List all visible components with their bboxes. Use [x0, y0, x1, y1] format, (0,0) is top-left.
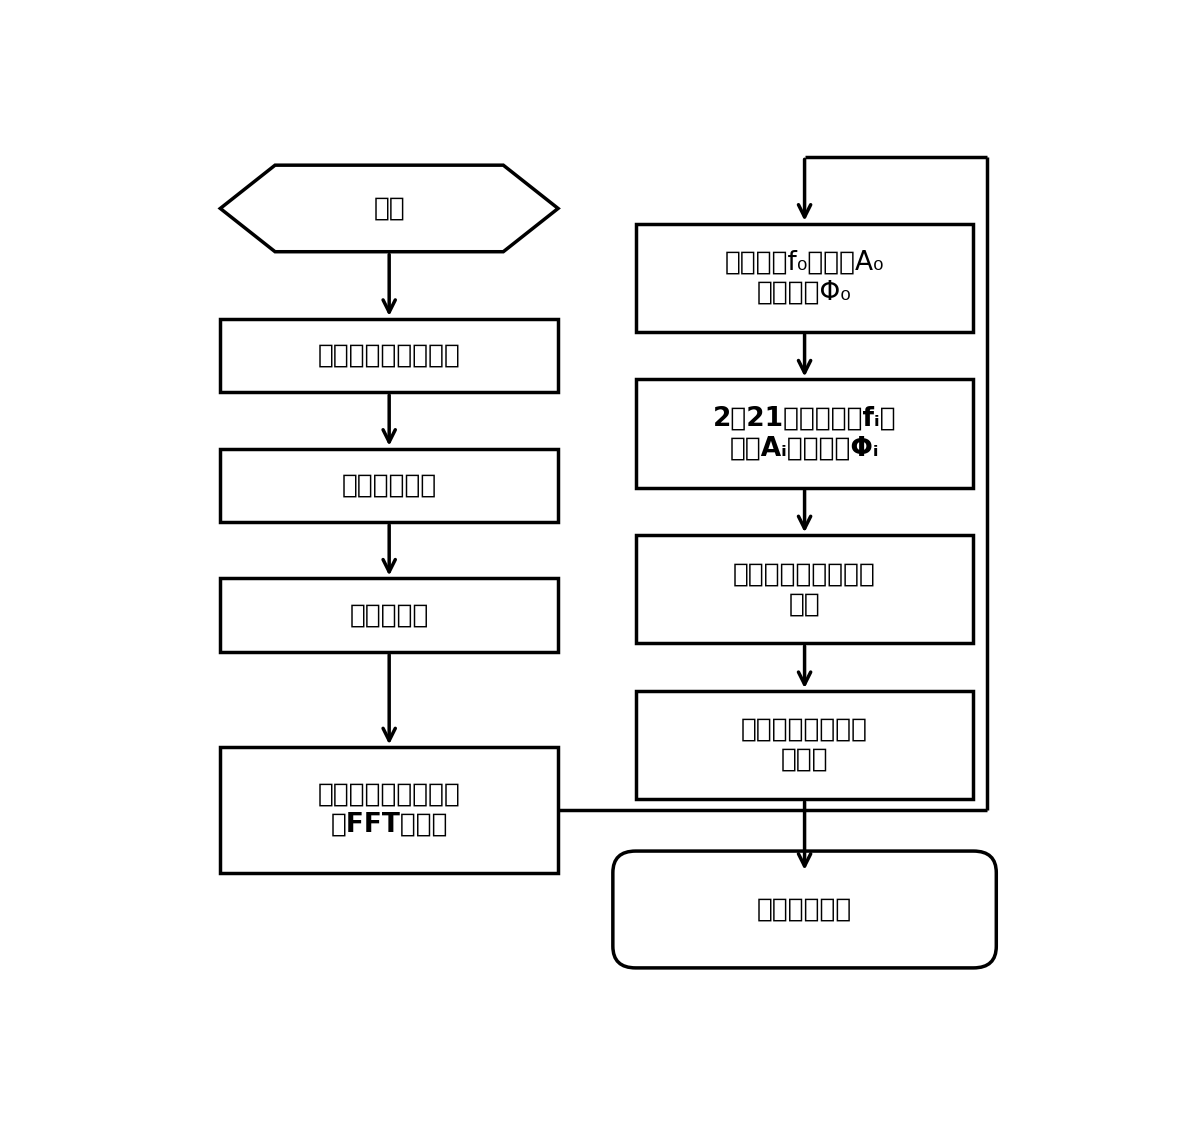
Bar	[636, 224, 973, 332]
Bar	[636, 380, 973, 488]
Bar	[220, 747, 558, 872]
Text: 谐波电能输出: 谐波电能输出	[757, 897, 852, 923]
Text: 基波频率f₀、幅值A₀
、初相位Φ₀: 基波频率f₀、幅值A₀ 、初相位Φ₀	[724, 250, 885, 306]
Bar	[220, 579, 558, 652]
Polygon shape	[220, 165, 558, 252]
Bar	[636, 535, 973, 643]
Text: 电压、电流总谐波
畸变率: 电压、电流总谐波 畸变率	[741, 717, 868, 773]
Text: 插值快速傅里叶变换
（FFT）运算: 插值快速傅里叶变换 （FFT）运算	[318, 782, 461, 839]
Text: 低通数字滤波: 低通数字滤波	[342, 472, 437, 498]
Bar	[220, 448, 558, 523]
Text: 谐波有功、无功电能
计算: 谐波有功、无功电能 计算	[733, 561, 876, 617]
Bar	[220, 319, 558, 392]
FancyBboxPatch shape	[613, 851, 997, 968]
Text: 信号采样（离散化）: 信号采样（离散化）	[318, 343, 461, 369]
Text: 2～21次谐波频率fᵢ、
幅值Aᵢ和初相位Φᵢ: 2～21次谐波频率fᵢ、 幅值Aᵢ和初相位Φᵢ	[713, 406, 896, 462]
Text: 窗函数加权: 窗函数加权	[350, 602, 429, 628]
Text: 开始: 开始	[373, 196, 405, 221]
Bar	[636, 691, 973, 799]
